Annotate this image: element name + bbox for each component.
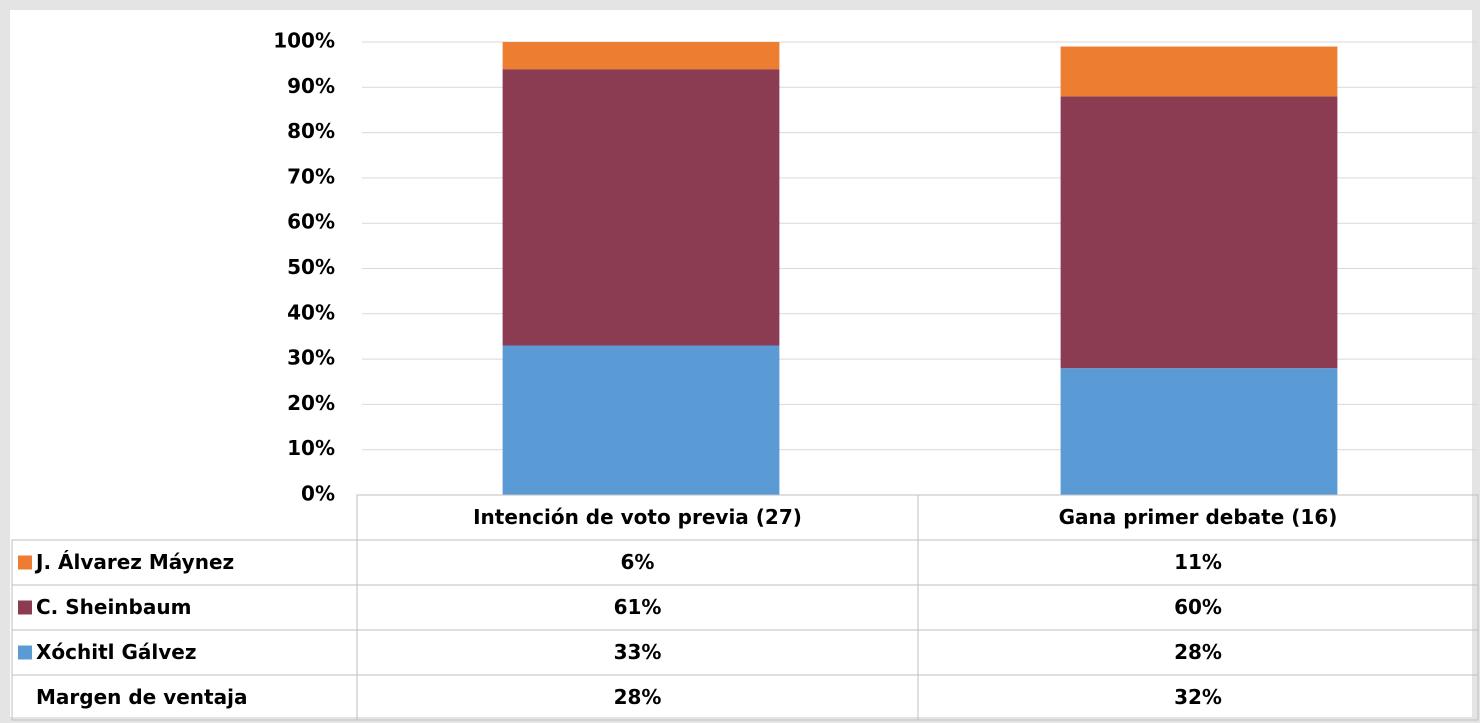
y-tick-label: 90% (287, 74, 335, 98)
y-tick-label: 30% (287, 346, 335, 370)
y-tick-label: 60% (287, 210, 335, 234)
y-tick-label: 50% (287, 255, 335, 279)
bar-segment (502, 69, 780, 346)
legend-swatch (18, 645, 32, 660)
bar-segment (1060, 96, 1338, 369)
data-label: 11% (1174, 550, 1222, 574)
data-label: 33% (614, 640, 662, 664)
y-tick-label: 70% (287, 164, 335, 188)
y-tick-label: 0% (301, 482, 335, 506)
y-tick-label: 40% (287, 300, 335, 324)
y-tick-label: 10% (287, 436, 335, 460)
bar-segment (1060, 368, 1338, 495)
y-tick-label: 100% (273, 29, 335, 53)
legend-label: C. Sheinbaum (36, 595, 191, 619)
bar-segment (502, 345, 780, 495)
table-cell (917, 674, 1479, 721)
data-label: 6% (621, 550, 655, 574)
legend-swatch (18, 555, 32, 570)
bar-segment (1060, 46, 1338, 97)
data-label: 32% (1174, 685, 1222, 709)
legend-label: Margen de ventaja (36, 685, 247, 709)
data-label: 28% (614, 685, 662, 709)
data-label: 61% (614, 595, 662, 619)
legend-label: Xóchitl Gálvez (36, 640, 197, 664)
bar-segment (502, 42, 780, 70)
y-tick-label: 80% (287, 119, 335, 143)
x-tick-label: Intención de voto previa (27) (473, 505, 802, 529)
legend-swatch (18, 600, 32, 615)
x-tick-label: Gana primer debate (16) (1059, 505, 1338, 529)
data-label: 28% (1174, 640, 1222, 664)
legend-label: J. Álvarez Máynez (34, 550, 234, 574)
data-label: 60% (1174, 595, 1222, 619)
y-tick-label: 20% (287, 391, 335, 415)
